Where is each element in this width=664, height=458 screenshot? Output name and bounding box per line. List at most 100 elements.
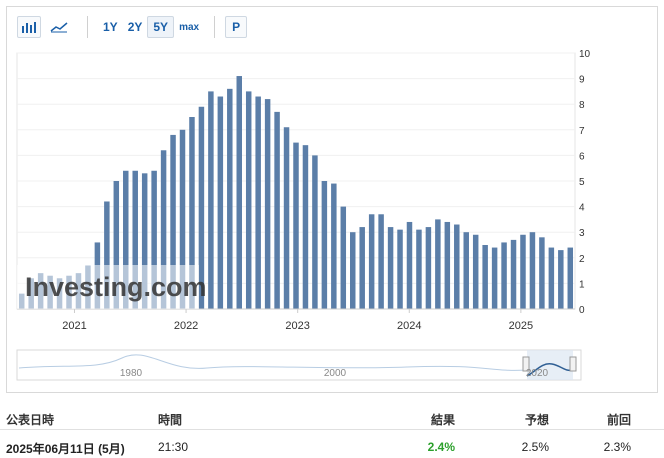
bar[interactable]: [236, 76, 242, 309]
release-table: 公表日時 時間 結果 予想 前回 2025年06月11日 (5月) 21:30 …: [0, 407, 664, 456]
bar[interactable]: [208, 91, 214, 310]
bar[interactable]: [170, 134, 176, 309]
bar[interactable]: [444, 221, 451, 309]
bar[interactable]: [227, 88, 233, 309]
bar-chart-icon[interactable]: [17, 16, 41, 38]
y-tick-label: 6: [579, 151, 585, 162]
bar[interactable]: [104, 201, 110, 309]
bar[interactable]: [416, 229, 422, 309]
bar[interactable]: [198, 106, 205, 309]
navigator-handle-left[interactable]: [522, 356, 530, 372]
bar[interactable]: [132, 170, 138, 309]
bar[interactable]: [123, 170, 129, 309]
bar[interactable]: [482, 245, 488, 309]
bar[interactable]: [321, 181, 328, 309]
bar[interactable]: [368, 214, 375, 309]
bar[interactable]: [539, 237, 545, 309]
bar[interactable]: [302, 145, 309, 309]
table-row: 2025年06月11日 (5月) 21:30 2.4% 2.5% 2.3%: [0, 436, 664, 458]
bar[interactable]: [264, 99, 271, 309]
bar[interactable]: [274, 111, 280, 309]
range-2y-button[interactable]: 2Y: [127, 20, 143, 34]
y-tick-label: 9: [579, 75, 585, 86]
row-forecast: 2.5%: [521, 440, 549, 454]
row-actual: 2.4%: [427, 440, 455, 454]
bar[interactable]: [151, 170, 157, 309]
bar[interactable]: [312, 155, 318, 309]
navigator-selection-line: [526, 363, 574, 377]
row-time: 21:30: [158, 440, 189, 454]
row-date: 2025年06月11日 (5月): [6, 442, 125, 456]
bar[interactable]: [558, 250, 564, 309]
chart-panel: 1Y 2Y 5Y max P 0 1 2 3 4 5 6 7 8 9 10 2021 2022 2023 2…: [6, 6, 658, 393]
bar[interactable]: [331, 183, 337, 309]
y-tick-label: 1: [579, 279, 585, 290]
bar[interactable]: [359, 227, 365, 309]
navigator[interactable]: [16, 349, 582, 381]
watermark-backdrop: [17, 265, 199, 309]
bar[interactable]: [293, 142, 299, 309]
x-tick-label: 2023: [285, 320, 309, 332]
range-1y-button[interactable]: 1Y: [103, 20, 118, 34]
bar[interactable]: [548, 247, 555, 309]
y-tick-label: 10: [579, 49, 591, 60]
x-tick-label: 2024: [397, 320, 421, 332]
bar[interactable]: [217, 96, 224, 309]
bar[interactable]: [454, 224, 460, 309]
bar[interactable]: [425, 227, 432, 309]
toolbar-separator: [214, 16, 216, 38]
header-actual: 結果: [430, 413, 455, 427]
bar[interactable]: [255, 96, 261, 309]
y-tick-label: 3: [579, 228, 585, 239]
watermark-logo: Investing.com: [25, 272, 207, 302]
y-tick-label: 5: [579, 177, 585, 188]
bar[interactable]: [501, 242, 507, 309]
x-tick-label: 2021: [62, 320, 86, 332]
y-tick-label: 7: [579, 126, 585, 137]
bar[interactable]: [141, 173, 148, 309]
bar[interactable]: [406, 221, 413, 309]
bar[interactable]: [520, 234, 526, 309]
p-button[interactable]: P: [225, 16, 248, 38]
bar[interactable]: [160, 150, 167, 309]
bar[interactable]: [179, 129, 186, 309]
line-chart-icon[interactable]: [47, 16, 71, 38]
bar[interactable]: [491, 247, 498, 309]
header-date: 公表日時: [6, 413, 55, 427]
bar[interactable]: [397, 229, 403, 309]
navigator-line: [18, 354, 531, 371]
bar[interactable]: [340, 206, 347, 309]
bar-chart: 0 1 2 3 4 5 6 7 8 9 10 2021 2022 2023 2024 2025 Investin…: [16, 49, 591, 381]
bar[interactable]: [113, 181, 120, 309]
x-tick-label: 2025: [509, 320, 533, 332]
bar[interactable]: [283, 127, 290, 310]
bar[interactable]: [472, 234, 479, 309]
y-tick-label: 8: [579, 100, 585, 111]
navigator-label: 1980: [120, 368, 143, 379]
toolbar-separator: [87, 16, 88, 38]
bar[interactable]: [350, 232, 356, 309]
bar[interactable]: [510, 239, 517, 309]
bar[interactable]: [567, 247, 574, 309]
navigator-label: 2000: [324, 368, 347, 379]
range-5y-button[interactable]: 5Y: [147, 16, 175, 38]
header-time: 時間: [158, 413, 183, 427]
bar[interactable]: [189, 117, 195, 309]
y-tick-label: 4: [579, 203, 585, 214]
bar[interactable]: [387, 227, 394, 309]
range-max-button[interactable]: max: [179, 21, 200, 33]
bar[interactable]: [529, 232, 536, 309]
row-previous: 2.3%: [603, 440, 631, 454]
y-tick-label: 0: [579, 305, 585, 316]
header-forecast: 予想: [524, 413, 549, 427]
bar[interactable]: [245, 91, 252, 310]
header-previous: 前回: [606, 413, 631, 427]
table-header-row: 公表日時 時間 結果 予想 前回: [0, 407, 664, 430]
bar[interactable]: [435, 219, 441, 309]
navigator-handle-right[interactable]: [569, 356, 577, 372]
navigator-label: 2020: [526, 368, 549, 379]
navigator-selection[interactable]: [527, 350, 573, 380]
bar[interactable]: [463, 232, 469, 309]
chart-toolbar: 1Y 2Y 5Y max P: [17, 15, 248, 39]
bar[interactable]: [378, 214, 384, 309]
